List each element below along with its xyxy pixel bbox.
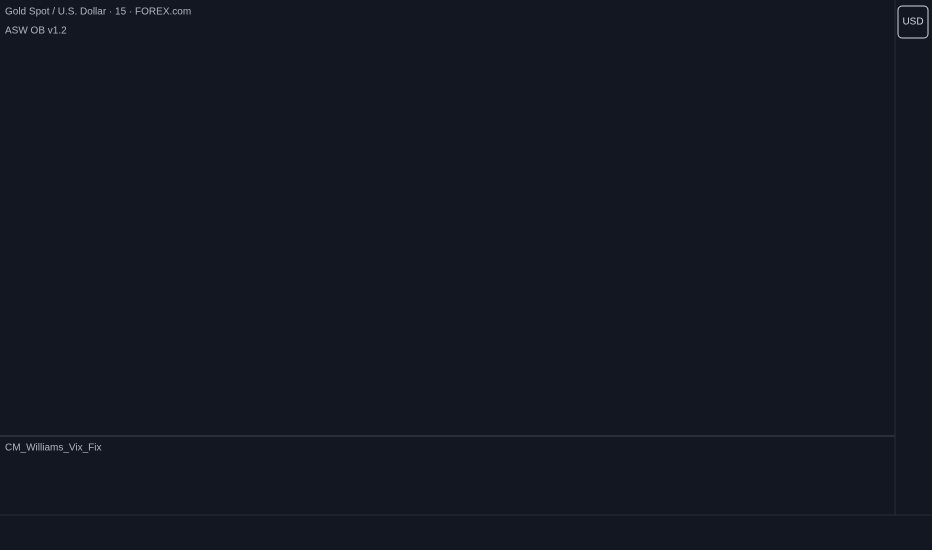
currency-button[interactable] bbox=[897, 5, 929, 39]
chart-title: Gold Spot / U.S. Dollar · 15 · FOREX.com bbox=[5, 7, 191, 18]
indicator-name: ASW OB v1.2 bbox=[5, 26, 67, 37]
currency-label[interactable]: USD bbox=[902, 17, 923, 28]
indicator-title: CM_Williams_Vix_Fix bbox=[5, 443, 102, 454]
